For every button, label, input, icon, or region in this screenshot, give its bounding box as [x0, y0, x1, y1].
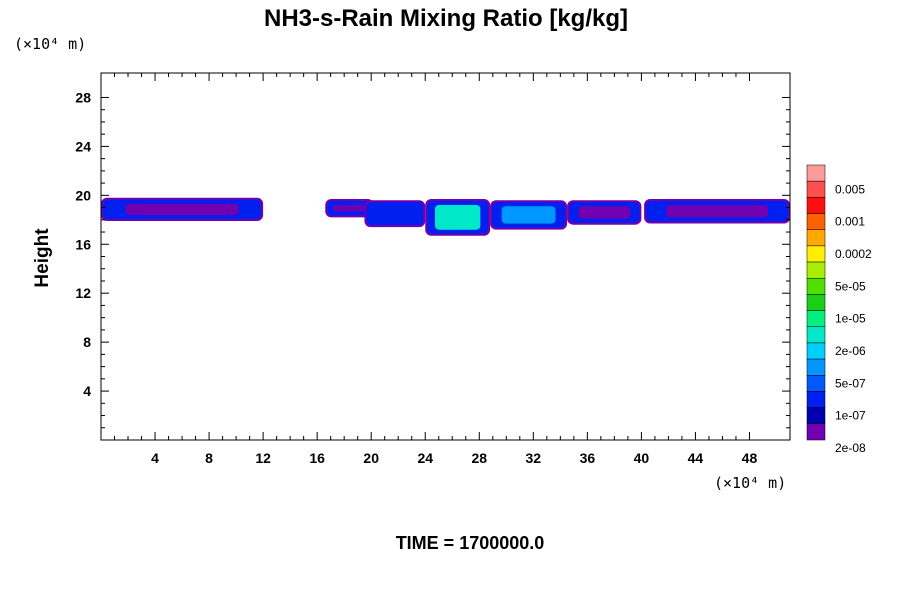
region-4-core	[434, 205, 481, 230]
y-tick-label-28: 28	[75, 89, 91, 105]
region-6-core	[578, 206, 631, 219]
y-tick-label-20: 20	[75, 187, 91, 203]
x-tick-label-16: 16	[309, 450, 325, 466]
colorbar-label-5e-05: 5e-05	[835, 279, 866, 293]
colorbar-label-2e-06: 2e-06	[835, 344, 866, 358]
region-5-core	[501, 206, 556, 224]
x-tick-label-4: 4	[151, 450, 159, 466]
colorbar-label-0.005: 0.005	[835, 182, 865, 196]
x-tick-label-36: 36	[580, 450, 596, 466]
colorbar-band-11	[806, 326, 826, 344]
region-2-core	[332, 205, 367, 212]
colorbar-label-5e-07: 5e-07	[835, 376, 866, 390]
colorbar-label-1e-05: 1e-05	[835, 312, 866, 326]
y-axis-label: Height	[32, 228, 53, 288]
y-tick-label-24: 24	[75, 138, 91, 154]
x-tick-label-8: 8	[205, 450, 213, 466]
x-tick-label-40: 40	[634, 450, 650, 466]
colorbar-band-3	[806, 197, 826, 214]
x-tick-label-44: 44	[688, 450, 704, 466]
y-tick-label-8: 8	[83, 334, 91, 350]
plot-background	[101, 73, 790, 440]
colorbar-band-2	[806, 180, 826, 198]
colorbar-label-0.001: 0.001	[835, 215, 865, 229]
y-unit-label: (×10⁴ m)	[14, 35, 86, 53]
colorbar-label-1e-07: 1e-07	[835, 409, 866, 423]
colorbar-band-4	[806, 213, 826, 230]
colorbar-band-12	[806, 342, 826, 360]
region-1-core	[125, 203, 239, 216]
y-tick-label-16: 16	[75, 236, 91, 252]
colorbar-band-15	[806, 391, 826, 408]
x-tick-label-24: 24	[417, 450, 433, 466]
x-tick-label-48: 48	[742, 450, 758, 466]
chart-title: NH3-s-Rain Mixing Ratio [kg/kg]	[264, 5, 628, 32]
x-tick-label-20: 20	[363, 450, 379, 466]
x-unit-label: (×10⁴ m)	[714, 474, 786, 492]
x-tick-label-28: 28	[471, 450, 487, 466]
colorbar-label-0.0002: 0.0002	[835, 247, 872, 261]
y-tick-label-4: 4	[83, 383, 91, 399]
x-tick-label-12: 12	[255, 450, 271, 466]
x-axis-ticks: 4 8 12 16 20 24 28 32 36 40 44 48	[114, 73, 758, 466]
colorbar: 0.005 0.001 0.0002 5e-05 1e-05 2e-06 5e-07 1e-0…	[806, 164, 872, 455]
colorbar-band-9	[806, 294, 826, 311]
colorbar-band-17	[806, 423, 826, 441]
colorbar-band-13	[806, 358, 826, 376]
time-label: TIME = 1700000.0	[396, 533, 545, 553]
y-tick-label-12: 12	[75, 285, 91, 301]
colorbar-band-10	[806, 310, 826, 328]
region-3-core	[373, 206, 417, 222]
region-7-core	[665, 205, 769, 218]
colorbar-band-1	[806, 164, 826, 182]
contour-regions	[101, 197, 790, 236]
colorbar-band-7	[806, 261, 826, 279]
colorbar-band-5	[806, 229, 826, 247]
colorbar-band-6	[806, 245, 826, 263]
colorbar-band-8	[806, 277, 826, 295]
colorbar-band-16	[806, 407, 826, 425]
x-tick-label-32: 32	[526, 450, 542, 466]
colorbar-band-14	[806, 375, 826, 392]
y-axis-ticks: 4 8 12 16 20 24 28	[75, 89, 790, 429]
colorbar-label-2e-08: 2e-08	[835, 441, 866, 455]
